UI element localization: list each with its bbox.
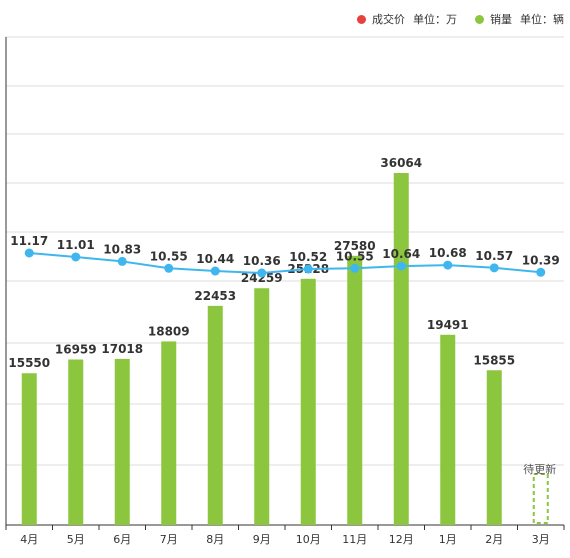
bar-pending-placeholder xyxy=(532,473,549,524)
price-data-label: 10.44 xyxy=(196,252,234,266)
bar xyxy=(254,288,270,525)
legend-price-dot-icon xyxy=(357,14,366,24)
legend-sales-dot-icon xyxy=(475,14,484,24)
x-tick-label: 11月 xyxy=(342,533,367,546)
bar xyxy=(21,373,37,525)
x-tick-label: 2月 xyxy=(485,533,503,546)
price-data-label: 11.17 xyxy=(10,234,48,248)
price-point xyxy=(257,268,267,278)
bar xyxy=(347,255,363,525)
bar-data-label: 15855 xyxy=(473,353,515,367)
x-tick-label: 8月 xyxy=(206,533,224,546)
bar-data-label: 19491 xyxy=(427,318,469,332)
price-point xyxy=(303,264,313,274)
legend-price[interactable]: 成交价 单位：万 xyxy=(357,11,457,27)
bar xyxy=(486,370,502,525)
price-point xyxy=(536,267,546,277)
x-tick-label: 12月 xyxy=(389,533,414,546)
x-tick-label: 9月 xyxy=(253,533,271,546)
price-data-label: 10.39 xyxy=(522,253,560,267)
bar xyxy=(440,334,456,525)
price-point xyxy=(117,256,127,266)
bar-data-label: 15550 xyxy=(8,356,50,370)
x-tick-label: 3月 xyxy=(532,533,550,546)
legend-price-label: 成交价 xyxy=(372,13,405,26)
bar-data-label: 27580 xyxy=(334,239,376,253)
bar xyxy=(207,305,223,525)
price-point xyxy=(396,261,406,271)
price-point xyxy=(489,263,499,273)
chart-legend: 成交价 单位：万 销量 单位：辆 xyxy=(339,10,564,28)
price-point xyxy=(443,260,453,270)
bar xyxy=(68,359,84,525)
price-data-label: 10.55 xyxy=(336,249,374,263)
price-data-label: 10.36 xyxy=(243,254,281,268)
x-tick-label: 10月 xyxy=(296,533,321,546)
price-point xyxy=(164,263,174,273)
price-line xyxy=(29,252,541,275)
legend-sales[interactable]: 销量 单位：辆 xyxy=(475,11,564,27)
price-data-label: 10.52 xyxy=(289,250,327,264)
price-data-label: 10.57 xyxy=(475,249,513,263)
bar xyxy=(161,341,177,525)
bar-data-label: 36064 xyxy=(380,156,422,170)
price-point xyxy=(24,248,34,258)
legend-sales-unit: 单位：辆 xyxy=(520,13,564,26)
legend-price-unit: 单位：万 xyxy=(413,13,457,26)
price-point xyxy=(71,252,81,262)
bar-data-label: 18809 xyxy=(148,324,190,338)
x-tick-label: 1月 xyxy=(439,533,457,546)
pending-label: 待更新 xyxy=(523,462,556,476)
x-tick-label: 7月 xyxy=(160,533,178,546)
bar xyxy=(114,358,130,525)
bar xyxy=(393,173,409,525)
x-tick-label: 4月 xyxy=(20,533,38,546)
price-data-label: 10.68 xyxy=(429,246,467,260)
price-point xyxy=(210,266,220,276)
bar-data-label: 22453 xyxy=(194,289,236,303)
x-tick-label: 6月 xyxy=(113,533,131,546)
bar-data-label: 17018 xyxy=(101,342,143,356)
bar-data-label: 24259 xyxy=(241,271,283,285)
bar-data-label: 16959 xyxy=(55,342,97,356)
price-data-label: 11.01 xyxy=(57,238,95,252)
legend-sales-label: 销量 xyxy=(490,13,512,26)
bar xyxy=(300,278,316,525)
price-point xyxy=(350,263,360,273)
price-data-label: 10.83 xyxy=(103,242,141,256)
price-data-label: 10.64 xyxy=(382,247,420,261)
price-data-label: 10.55 xyxy=(150,249,188,263)
x-tick-label: 5月 xyxy=(67,533,85,546)
